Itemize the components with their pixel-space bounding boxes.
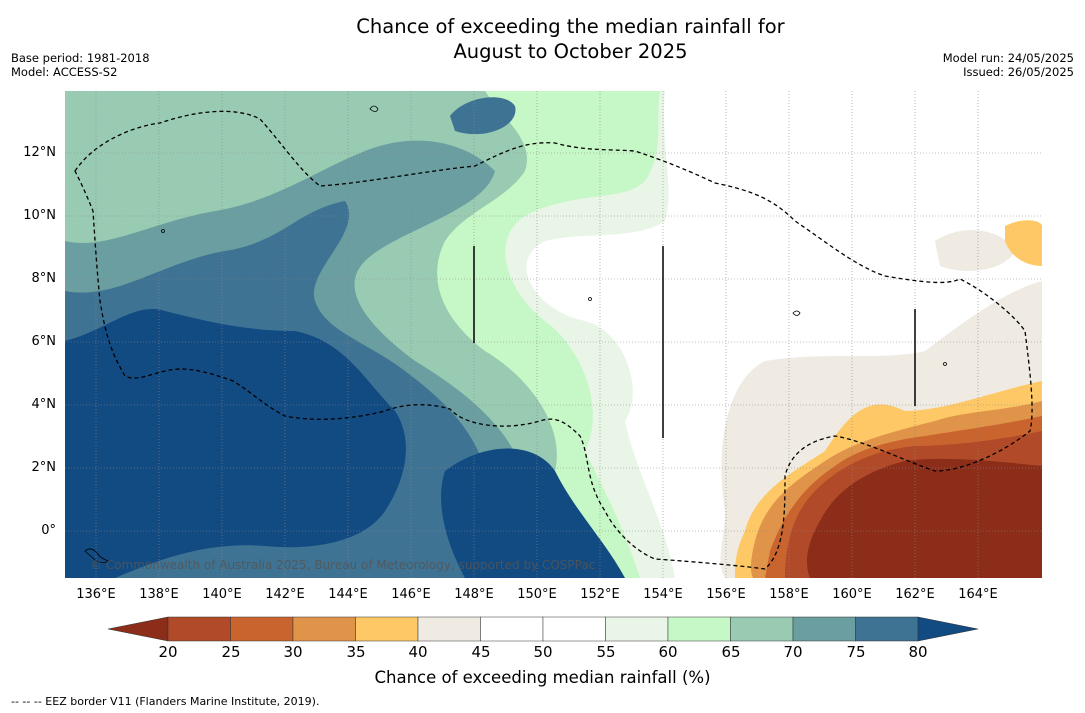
colorbar-extend-high: [917, 616, 979, 642]
y-tick-6n: 6°N: [31, 334, 57, 349]
model-run-text: Model run: 24/05/2025: [942, 51, 1074, 65]
colorbar-cell: [292, 616, 356, 642]
map-title: Chance of exceeding the median rainfall …: [0, 14, 1085, 64]
cb-tick-30: 30: [283, 643, 303, 661]
cb-tick-20: 20: [158, 643, 178, 661]
cb-tick-60: 60: [658, 643, 678, 661]
y-tick-0: 0°: [41, 523, 56, 538]
graticule: [65, 91, 1042, 578]
x-tick-148e: 148°E: [454, 587, 494, 602]
cb-tick-55: 55: [596, 643, 616, 661]
colorbar-cell: [730, 616, 794, 642]
cb-tick-75: 75: [846, 643, 866, 661]
colorbar-svg: [107, 616, 979, 642]
y-tick-2n: 2°N: [31, 460, 57, 475]
x-tick-156e: 156°E: [706, 587, 746, 602]
y-tick-10n: 10°N: [23, 208, 56, 223]
colorbar-label: Chance of exceeding median rainfall (%): [374, 668, 711, 687]
meta-left: Base period: 1981-2018 Model: ACCESS-S2: [11, 51, 150, 79]
cb-tick-35: 35: [346, 643, 366, 661]
y-tick-12n: 12°N: [23, 145, 56, 160]
colorbar-cell: [417, 616, 481, 642]
cb-tick-50: 50: [533, 643, 553, 661]
cb-tick-40: 40: [408, 643, 428, 661]
x-tick-136e: 136°E: [76, 587, 116, 602]
colorbar-cell: [855, 616, 919, 642]
colorbar-cell: [355, 616, 419, 642]
colorbar-cell: [167, 616, 231, 642]
x-tick-140e: 140°E: [202, 587, 242, 602]
x-tick-162e: 162°E: [895, 587, 935, 602]
meta-right: Model run: 24/05/2025 Issued: 26/05/2025: [943, 51, 1074, 79]
rainfall-map: [65, 91, 1042, 578]
colorbar-cell: [667, 616, 731, 642]
map-svg: [65, 91, 1042, 578]
eez-border: [74, 110, 1033, 570]
cb-tick-70: 70: [783, 643, 803, 661]
x-tick-146e: 146°E: [391, 587, 431, 602]
region-below-20: [807, 458, 1042, 578]
cb-tick-25: 25: [221, 643, 241, 661]
eez-footer-note: -- -- -- EEZ border V11 (Flanders Marine…: [11, 695, 320, 708]
y-tick-4n: 4°N: [31, 397, 57, 412]
base-period-text: Base period: 1981-2018: [11, 51, 150, 65]
x-tick-158e: 158°E: [769, 587, 809, 602]
issued-text: Issued: 26/05/2025: [963, 65, 1074, 79]
x-tick-154e: 154°E: [643, 587, 683, 602]
colorbar-cell: [605, 616, 669, 642]
title-line-2: August to October 2025: [453, 40, 688, 63]
title-line-1: Chance of exceeding the median rainfall …: [356, 15, 785, 38]
colorbar-cell: [480, 616, 544, 642]
x-tick-164e: 164°E: [958, 587, 998, 602]
eez-segments: [473, 246, 916, 438]
x-tick-138e: 138°E: [139, 587, 179, 602]
colorbar-extend-low: [107, 616, 169, 642]
cb-tick-65: 65: [721, 643, 741, 661]
x-tick-150e: 150°E: [517, 587, 557, 602]
colorbar-cell: [792, 616, 856, 642]
colorbar: [107, 616, 979, 646]
region-80: [65, 308, 406, 578]
y-tick-8n: 8°N: [31, 271, 57, 286]
x-tick-144e: 144°E: [328, 587, 368, 602]
cb-tick-80: 80: [908, 643, 928, 661]
colorbar-cell: [542, 616, 606, 642]
x-tick-142e: 142°E: [265, 587, 305, 602]
copyright-text: © Commonwealth of Australia 2025, Bureau…: [90, 558, 596, 572]
cb-tick-45: 45: [471, 643, 491, 661]
colorbar-cell: [230, 616, 294, 642]
model-text: Model: ACCESS-S2: [11, 65, 118, 79]
coastlines: [84, 105, 947, 563]
x-tick-160e: 160°E: [832, 587, 872, 602]
x-tick-152e: 152°E: [580, 587, 620, 602]
